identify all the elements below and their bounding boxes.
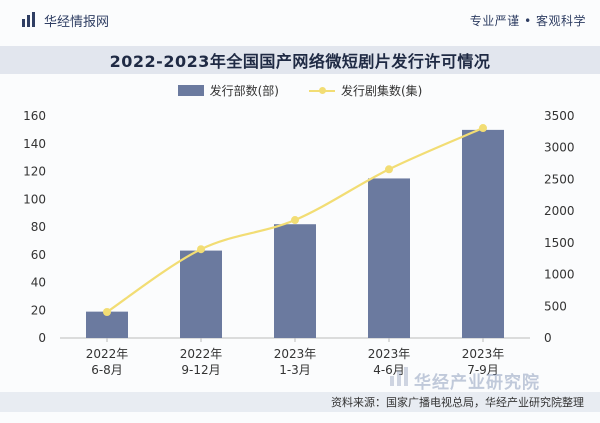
x-tick-label-year: 2023年 bbox=[368, 347, 411, 361]
chart-legend: 发行部数(部) 发行剧集数(集) bbox=[0, 80, 600, 100]
y-left-tick-label: 120 bbox=[23, 165, 46, 179]
x-tick-label-year: 2023年 bbox=[462, 347, 505, 361]
y-right-tick-label: 2500 bbox=[544, 172, 575, 186]
brand: 华经情报网 bbox=[20, 11, 109, 30]
y-right-tick-label: 1000 bbox=[544, 268, 575, 282]
y-left-tick-label: 40 bbox=[31, 276, 46, 290]
bar--4 bbox=[462, 129, 504, 338]
line-point-4 bbox=[479, 124, 487, 133]
y-left-tick-label: 60 bbox=[31, 248, 46, 262]
bar--1 bbox=[180, 250, 222, 338]
y-left-tick-label: 100 bbox=[23, 192, 46, 206]
y-left-tick-label: 140 bbox=[23, 137, 46, 151]
y-right-tick-label: 0 bbox=[544, 331, 552, 345]
bar--2 bbox=[274, 224, 316, 338]
y-right-tick-label: 1500 bbox=[544, 236, 575, 250]
y-right-tick-label: 3500 bbox=[544, 109, 575, 123]
x-tick-label-period: 9-12月 bbox=[181, 363, 220, 377]
y-left-tick-label: 160 bbox=[23, 109, 46, 123]
footer-band: 资料来源：国家广播电视总局，华经产业研究院整理 bbox=[0, 392, 600, 412]
watermark-logo-icon bbox=[390, 367, 408, 386]
x-tick-label-period: 1-3月 bbox=[279, 363, 311, 377]
brand-logo-icon bbox=[22, 12, 35, 27]
legend-item-line: 发行剧集数(集) bbox=[309, 82, 422, 99]
legend-line-swatch bbox=[309, 85, 335, 96]
legend-item-bars: 发行部数(部) bbox=[177, 82, 279, 99]
y-left-tick-label: 80 bbox=[31, 220, 46, 234]
y-left-tick-label: 0 bbox=[38, 331, 46, 345]
watermark-text: 华经产业研究院 bbox=[414, 373, 540, 393]
line-point-2 bbox=[291, 216, 299, 225]
brand-name: 华经情报网 bbox=[44, 14, 110, 30]
x-tick-label-year: 2022年 bbox=[86, 347, 129, 361]
x-tick-label-period: 7-9月 bbox=[467, 363, 499, 377]
line-point-1 bbox=[197, 245, 205, 254]
line-point-3 bbox=[385, 165, 393, 174]
x-tick-label-period: 4-6月 bbox=[373, 363, 405, 377]
y-right-tick-label: 500 bbox=[544, 299, 567, 313]
legend-label-bars: 发行部数(部) bbox=[209, 83, 279, 98]
slogan: 专业严谨 • 客观科学 bbox=[469, 13, 586, 28]
legend-label-line: 发行剧集数(集) bbox=[341, 83, 423, 98]
y-left-tick-label: 20 bbox=[31, 303, 46, 317]
top-bar: 华经情报网 专业严谨 • 客观科学 bbox=[0, 0, 600, 40]
y-right-tick-label: 2000 bbox=[544, 204, 575, 218]
bar--3 bbox=[368, 178, 410, 338]
x-tick-label-year: 2023年 bbox=[274, 347, 317, 361]
title-band: 2022-2023年全国国产网络微短剧片发行许可情况 bbox=[0, 46, 600, 74]
source-note: 资料来源：国家广播电视总局，华经产业研究院整理 bbox=[331, 396, 584, 409]
chart-title: 2022-2023年全国国产网络微短剧片发行许可情况 bbox=[109, 52, 491, 71]
legend-bar-swatch bbox=[177, 84, 204, 96]
x-tick-label-period: 6-8月 bbox=[91, 363, 123, 377]
x-tick-label-year: 2022年 bbox=[180, 347, 223, 361]
bar--0 bbox=[86, 311, 128, 338]
y-right-tick-label: 3000 bbox=[544, 141, 575, 155]
line-point-0 bbox=[103, 307, 111, 316]
